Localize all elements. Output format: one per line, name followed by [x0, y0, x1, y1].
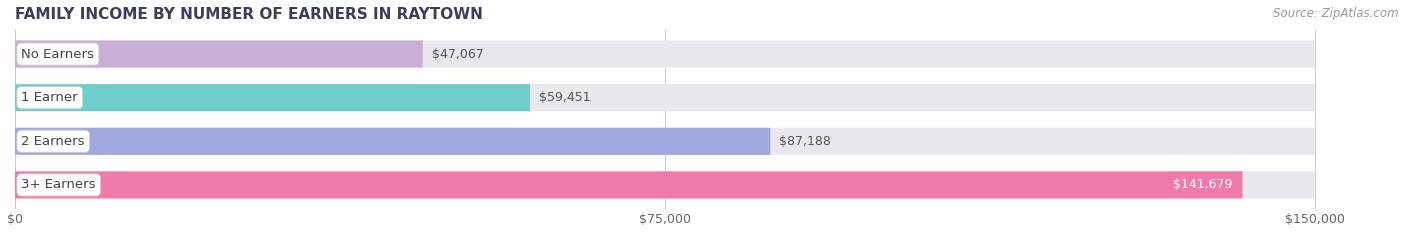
FancyBboxPatch shape: [15, 128, 1315, 155]
Text: $87,188: $87,188: [779, 135, 831, 148]
FancyBboxPatch shape: [15, 84, 530, 111]
Text: 2 Earners: 2 Earners: [21, 135, 84, 148]
Text: Source: ZipAtlas.com: Source: ZipAtlas.com: [1274, 7, 1399, 20]
Text: $47,067: $47,067: [432, 48, 484, 61]
Text: $141,679: $141,679: [1173, 178, 1232, 191]
Text: 3+ Earners: 3+ Earners: [21, 178, 96, 191]
Text: 1 Earner: 1 Earner: [21, 91, 79, 104]
FancyBboxPatch shape: [15, 41, 1315, 68]
FancyBboxPatch shape: [15, 84, 1315, 111]
FancyBboxPatch shape: [15, 171, 1243, 199]
FancyBboxPatch shape: [15, 171, 1315, 199]
Text: FAMILY INCOME BY NUMBER OF EARNERS IN RAYTOWN: FAMILY INCOME BY NUMBER OF EARNERS IN RA…: [15, 7, 482, 22]
Text: No Earners: No Earners: [21, 48, 94, 61]
FancyBboxPatch shape: [15, 41, 423, 68]
FancyBboxPatch shape: [15, 128, 770, 155]
Text: $59,451: $59,451: [538, 91, 591, 104]
